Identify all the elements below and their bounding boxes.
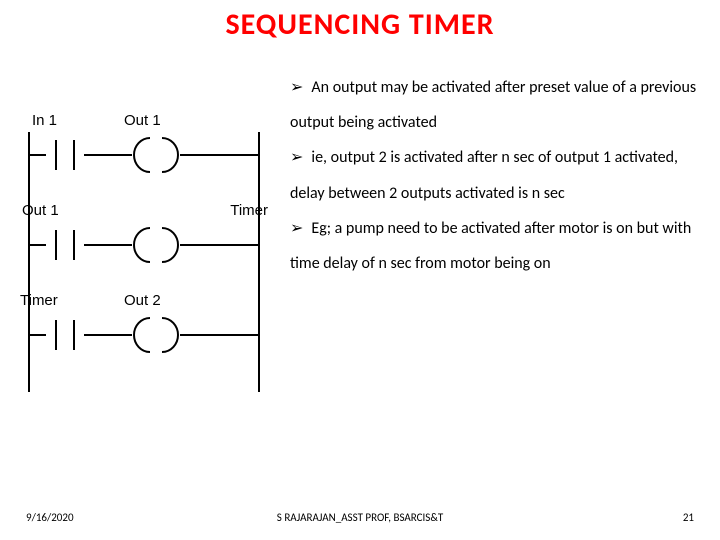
label-timer-left: Timer [20, 292, 58, 309]
coil-out1 [132, 134, 180, 176]
label-out1-left: Out 1 [22, 202, 59, 219]
bullet-text: Eg; a pump need to be activated after mo… [290, 219, 691, 273]
label-in1: In 1 [32, 112, 57, 129]
chevron-right-icon: ➢ [290, 70, 303, 105]
bullet-list: ➢An output may be activated after preset… [290, 70, 700, 281]
contact-in1 [46, 138, 84, 172]
right-rail [258, 132, 260, 392]
footer-author: S RAJARAJAN_ASST PROF, BSARCIS&T [277, 511, 443, 524]
contact-out1 [46, 228, 84, 262]
bullet-item: ➢ie, output 2 is activated after n sec o… [290, 140, 700, 210]
ladder-diagram: In 1 Out 1 Out 1 Timer Timer Out 2 [22, 108, 266, 406]
footer-page-number: 21 [683, 511, 694, 524]
page-title: SEQUENCING TIMER [0, 6, 720, 43]
left-rail [28, 132, 30, 392]
bullet-item: ➢An output may be activated after preset… [290, 70, 700, 140]
chevron-right-icon: ➢ [290, 211, 303, 246]
coil-out2 [132, 314, 180, 356]
bullet-text: ie, output 2 is activated after n sec of… [290, 148, 678, 202]
chevron-right-icon: ➢ [290, 140, 303, 175]
label-out1-top: Out 1 [124, 112, 161, 129]
bullet-item: ➢Eg; a pump need to be activated after m… [290, 211, 700, 281]
contact-timer [46, 318, 84, 352]
label-out2: Out 2 [124, 292, 161, 309]
footer-date: 9/16/2020 [26, 511, 74, 524]
bullet-text: An output may be activated after preset … [290, 78, 696, 132]
coil-timer [132, 224, 180, 266]
label-timer-right: Timer [230, 202, 268, 219]
